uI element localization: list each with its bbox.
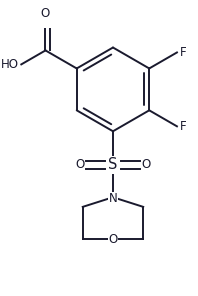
Text: N: N (109, 192, 117, 205)
Text: F: F (180, 46, 187, 59)
Text: S: S (108, 157, 118, 173)
Text: O: O (76, 158, 85, 171)
Text: O: O (41, 7, 50, 20)
Text: O: O (108, 233, 118, 246)
Text: F: F (180, 120, 187, 133)
Text: O: O (141, 158, 150, 171)
Text: HO: HO (1, 58, 19, 71)
